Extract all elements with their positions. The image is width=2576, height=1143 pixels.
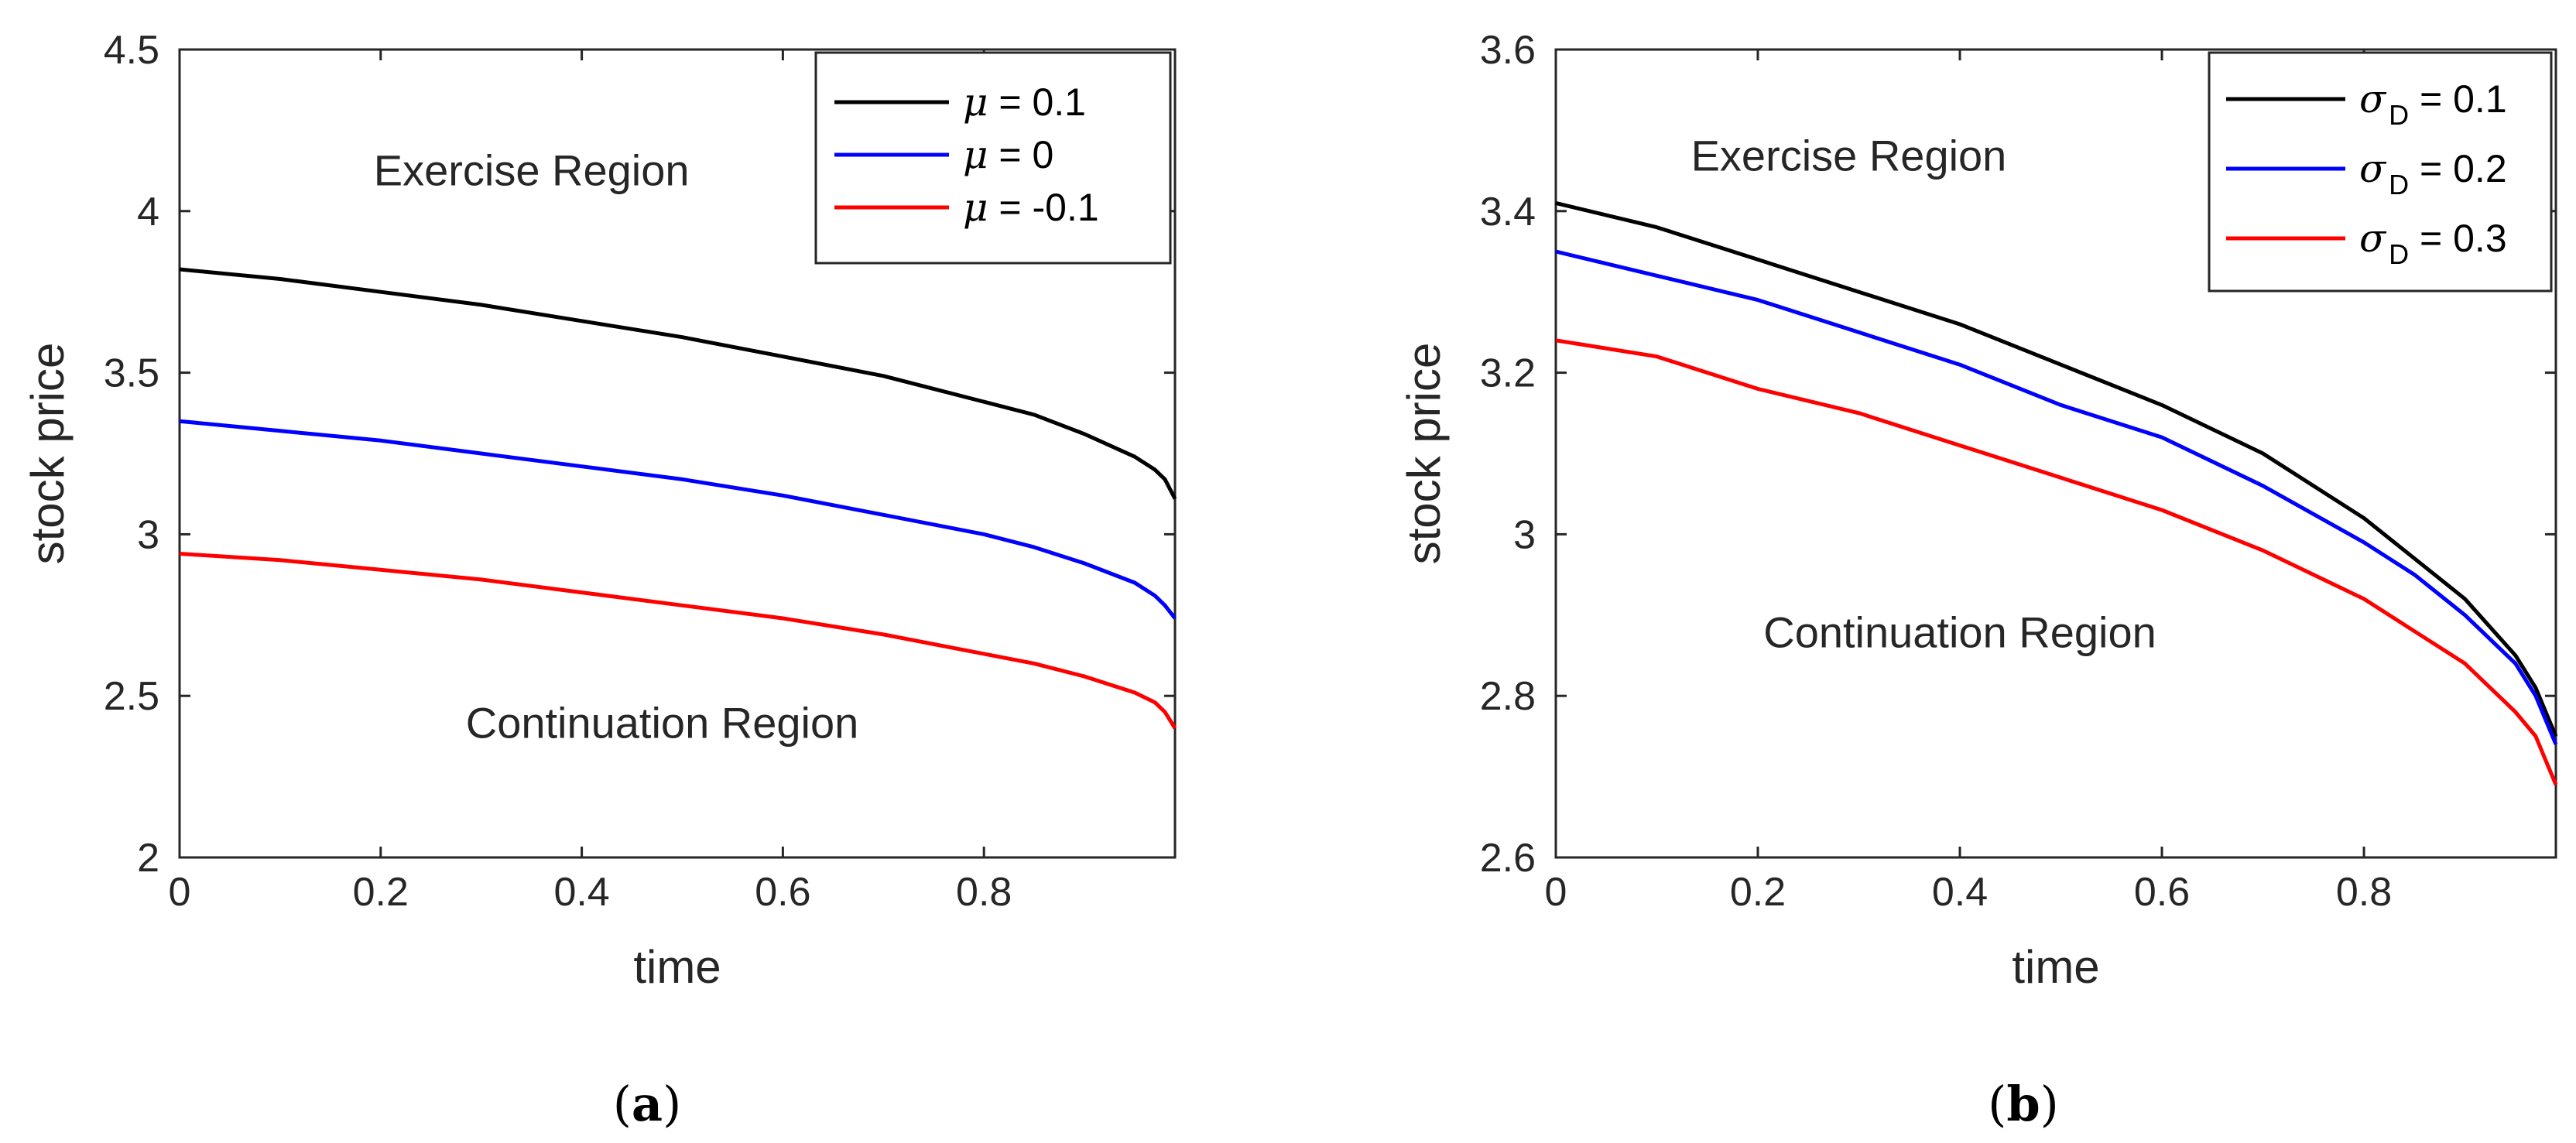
panel-a-caption-letter: a (632, 1076, 663, 1132)
panel-b-caption-open: ( (1988, 1076, 2006, 1132)
panel-b-series-line-3 (1555, 338, 2558, 785)
panel-b-legend-subscript: D (2389, 238, 2409, 270)
panel-b-y-axis-label: stock price (1398, 343, 1450, 565)
panel-b-caption: (b) (1988, 1076, 2059, 1132)
panel-b-x-tick-label: 0.6 (2134, 870, 2190, 915)
panel-b-series-line-2 (1555, 249, 2558, 745)
panel-a-series-line-3 (179, 552, 1177, 730)
panel-a-legend-symbol: μ (963, 80, 988, 125)
panel-b-legend-symbol: σ (2359, 216, 2387, 261)
panel-a-legend-box (814, 51, 1172, 265)
panel-a-y-tick-label: 4 (137, 190, 159, 234)
panel-a-y-axis-label: stock price (22, 343, 74, 565)
panel-b-continuation-region-label: Continuation Region (1763, 608, 2156, 657)
panel-a-legend-entry-3: μ = -0.1 (963, 185, 1099, 230)
panel-a: 0 0.2 0.4 0.6 0.8 2 2.5 3 3.5 4 4.5 time stock price… (22, 28, 1177, 1132)
panel-a-x-tick-label: 0 (169, 870, 191, 915)
panel-b-x-tick-label: 0.4 (1932, 870, 1988, 915)
panel-b-legend-subscript: D (2389, 169, 2409, 200)
panel-b-x-tick-label: 0.8 (2336, 870, 2392, 915)
panel-b-y-tick-label: 2.6 (1480, 836, 1536, 881)
panel-a-x-axis-label: time (633, 941, 721, 993)
panel-a-y-tick-label: 4.5 (104, 28, 159, 73)
panel-a-legend: μ = 0.1μ = 0μ = -0.1 (814, 51, 1172, 265)
panel-a-caption-open: ( (613, 1076, 632, 1132)
panel-b: 0 0.2 0.4 0.6 0.8 2.6 2.8 3 3.2 3.4 3.6 time stock p… (1398, 28, 2558, 1132)
panel-a-x-tick-label: 0.4 (553, 870, 609, 915)
panel-a-continuation-region-label: Continuation Region (466, 698, 858, 747)
panel-b-y-tick-label: 3.4 (1480, 190, 1536, 234)
panel-b-legend-box (2208, 51, 2553, 293)
panel-b-x-tick-label: 0.2 (1730, 870, 1786, 915)
panel-a-legend-value: = 0 (988, 133, 1054, 176)
panel-b-series-line-1 (1555, 200, 2558, 737)
panel-b-x-tick-label: 0 (1545, 870, 1567, 915)
panel-a-legend-symbol: μ (963, 132, 988, 177)
panel-a-series-line-1 (179, 267, 1177, 500)
panel-a-x-tick-label: 0.8 (956, 870, 1012, 915)
panel-a-x-tick-label: 0.6 (755, 870, 810, 915)
panel-b-caption-close: ) (2040, 1076, 2059, 1132)
panel-b-legend-value: = 0.1 (2409, 77, 2507, 121)
panel-b-legend-subscript: D (2389, 99, 2409, 131)
panel-b-legend-symbol: σ (2359, 146, 2387, 191)
panel-b-y-tick-label: 3 (1513, 512, 1536, 557)
panel-a-legend-value: = -0.1 (988, 186, 1099, 229)
panel-b-x-axis-label: time (2012, 941, 2099, 993)
panel-a-legend-value: = 0.1 (988, 80, 1087, 124)
panel-b-legend-value: = 0.2 (2409, 147, 2507, 190)
panel-a-caption-close: ) (663, 1076, 681, 1132)
panel-a-y-tick-label: 3 (137, 512, 159, 557)
panel-b-caption-letter: b (2006, 1076, 2040, 1132)
panel-a-caption: (a) (613, 1076, 682, 1132)
panel-a-y-tick-label: 3.5 (104, 351, 159, 396)
panel-a-legend-entry-2: μ = 0 (963, 132, 1053, 177)
panel-a-exercise-region-label: Exercise Region (374, 145, 690, 194)
panel-b-legend-value: = 0.3 (2409, 217, 2507, 260)
panel-a-x-tick-label: 0.2 (353, 870, 409, 915)
panel-b-y-tick-label: 3.2 (1480, 351, 1536, 396)
panel-b-exercise-region-label: Exercise Region (1691, 132, 2007, 180)
panel-a-y-tick-label: 2.5 (104, 674, 159, 719)
panel-a-y-tick-label: 2 (137, 836, 159, 881)
panel-b-legend-symbol: σ (2359, 77, 2387, 121)
panel-a-series-line-2 (179, 419, 1177, 620)
panel-b-y-tick-label: 3.6 (1480, 28, 1536, 73)
panel-b-y-tick-label: 2.8 (1480, 674, 1536, 719)
panel-a-legend-symbol: μ (963, 185, 988, 230)
panel-a-legend-entry-1: μ = 0.1 (963, 80, 1086, 125)
